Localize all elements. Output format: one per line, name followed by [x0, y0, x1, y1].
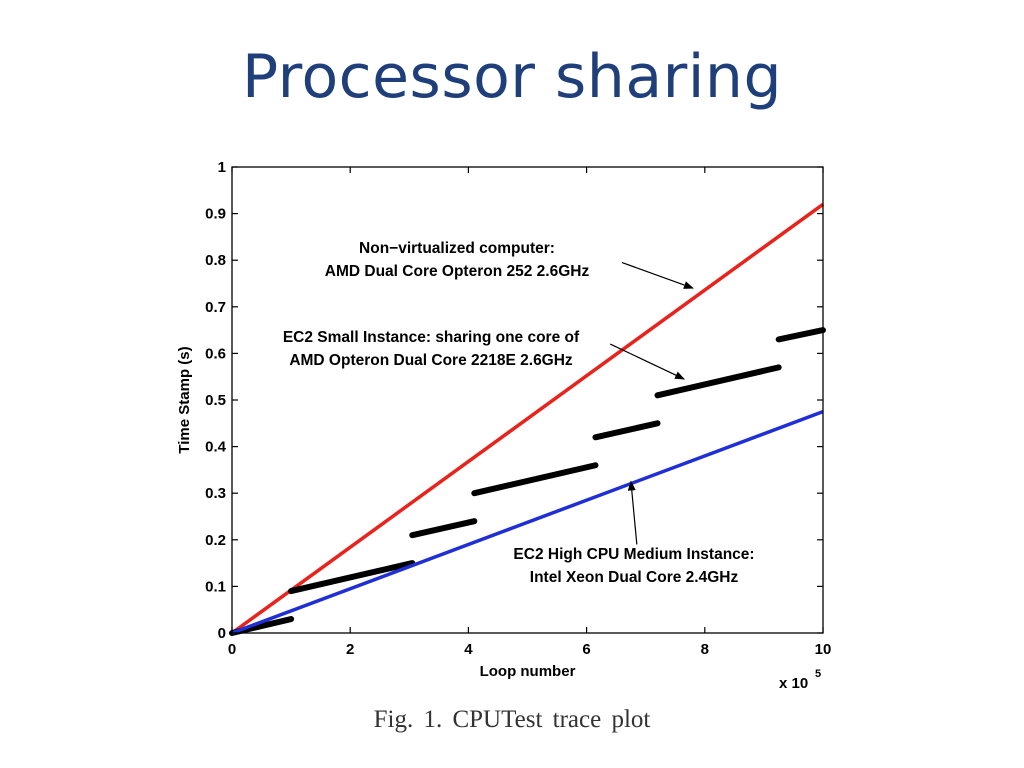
x-axis-label: Loop number — [480, 663, 576, 680]
axes-layer: 0 2 4 6 8 10 0 0.1 0.2 0.3 0.4 0.5 0.6 0.7 0.8 0.9 1 Loop… — [176, 159, 831, 692]
figure-caption: Fig. 1. CPUTest trace plot — [373, 706, 651, 733]
series-1-segment-4 — [592, 420, 661, 441]
annotation-0-arrow — [621, 261, 694, 289]
x-tick-label: 4 — [464, 641, 473, 658]
y-tick-label: 0.9 — [205, 206, 226, 223]
y-tick-label: 0.6 — [205, 345, 226, 362]
slide-title: Processor sharing — [241, 42, 783, 112]
series-layer — [229, 202, 826, 636]
y-tick-label: 0.3 — [205, 485, 226, 502]
x-multiplier-exponent: 5 — [815, 668, 821, 680]
annotation-1-arrow — [609, 343, 686, 380]
y-tick-label: 0.1 — [205, 578, 226, 595]
y-axis-label: Time Stamp (s) — [176, 346, 193, 453]
y-tick-label: 0 — [218, 625, 226, 642]
annotation-2-line-0: EC2 High CPU Medium Instance: — [513, 546, 754, 563]
x-multiplier-label: x 10 — [779, 675, 808, 692]
x-tick-label: 2 — [346, 641, 354, 658]
y-tick-label: 1 — [218, 159, 226, 176]
plot-background — [232, 167, 823, 633]
series-1-segment-3 — [471, 462, 599, 497]
y-tick-label: 0.4 — [205, 439, 227, 456]
y-tick-label: 0.7 — [205, 299, 226, 316]
series-2-line — [231, 410, 824, 635]
y-tick-label: 0.8 — [205, 252, 226, 269]
annotation-0-line-1: AMD Dual Core Opteron 252 2.6GHz — [325, 263, 590, 280]
y-tick-label: 0.5 — [205, 392, 226, 409]
annotation-1-line-1: AMD Opteron Dual Core 2218E 2.6GHz — [289, 352, 573, 369]
series-1-segment-1 — [288, 560, 416, 595]
annotation-0-line-0: Non−virtualized computer: — [359, 240, 555, 257]
series-0-line — [230, 202, 825, 635]
x-tick-label: 0 — [228, 641, 236, 658]
y-tick-label: 0.2 — [205, 532, 226, 549]
annotation-layer: Non−virtualized computer: AMD Dual Core O… — [283, 240, 755, 586]
series-1-segment-2 — [409, 518, 478, 539]
plot-area — [232, 167, 823, 633]
series-1-segment-6 — [775, 327, 826, 343]
annotation-1-line-0: EC2 Small Instance: sharing one core of — [283, 329, 580, 346]
annotation-2-arrow — [627, 480, 638, 545]
x-tick-label: 6 — [582, 641, 590, 658]
x-tick-label: 10 — [815, 641, 832, 658]
x-tick-label: 8 — [701, 641, 709, 658]
annotation-2-line-1: Intel Xeon Dual Core 2.4GHz — [530, 569, 739, 586]
series-1-segment-5 — [654, 364, 782, 399]
